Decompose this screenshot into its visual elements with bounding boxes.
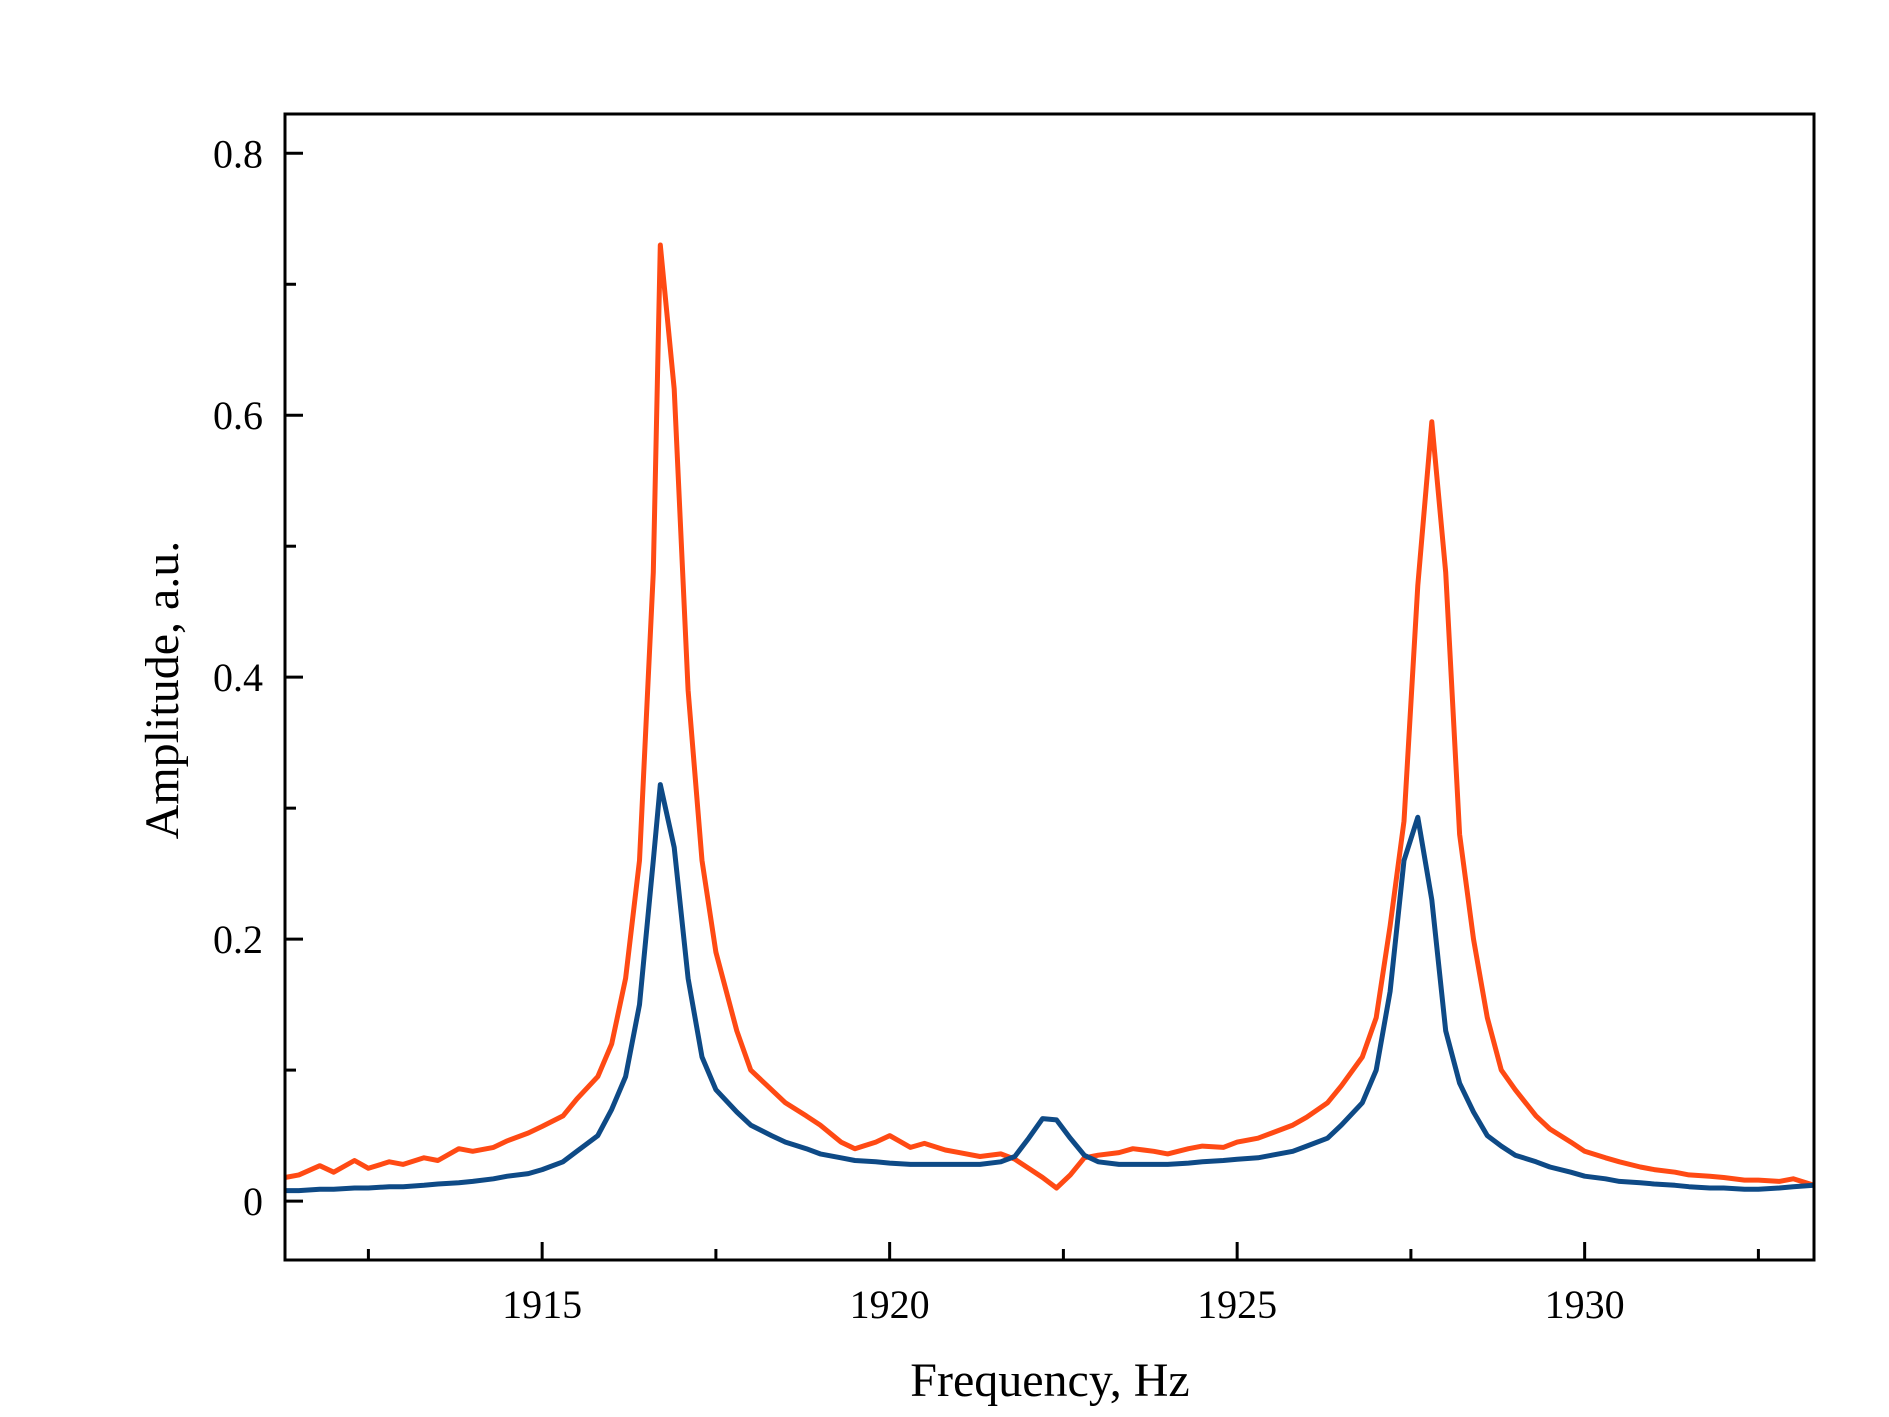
plot-lines: [284, 242, 1815, 1194]
y-tick-label: 0.6: [213, 393, 263, 438]
series-line-2: [285, 782, 1815, 1194]
y-axis-ticks: 0 0.2 0.4 0.6 0.8: [213, 131, 303, 1224]
plot-frame: [283, 112, 1816, 1262]
x-tick-label: 1925: [1197, 1282, 1277, 1327]
y-axis-title: Amplitude, a.u.: [136, 541, 189, 840]
x-axis-title: Frequency, Hz: [910, 1354, 1189, 1407]
y-tick-label: 0.8: [213, 131, 263, 176]
series-line-1: [284, 242, 1815, 1191]
y-tick-label: 0.2: [213, 917, 263, 962]
y-tick-label: 0.4: [213, 655, 263, 700]
x-tick-label: 1915: [502, 1282, 582, 1327]
y-tick-label: 0: [243, 1179, 263, 1224]
x-tick-label: 1930: [1545, 1282, 1625, 1327]
x-axis-ticks: 1915 1920 1925 1930: [366, 1242, 1760, 1327]
x-tick-label: 1920: [850, 1282, 930, 1327]
